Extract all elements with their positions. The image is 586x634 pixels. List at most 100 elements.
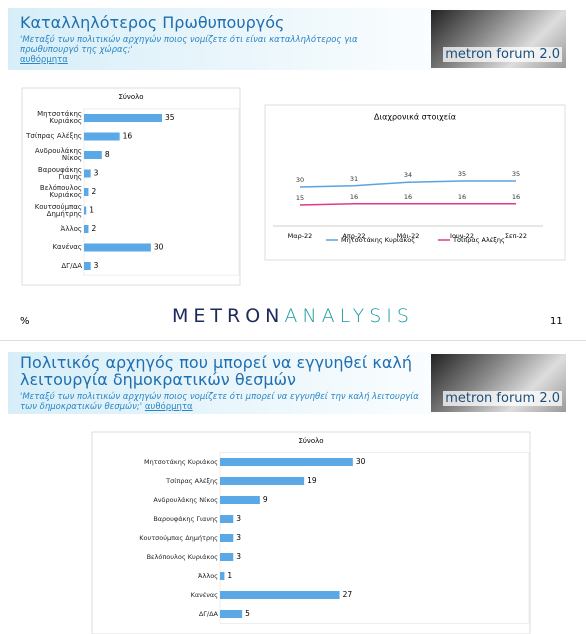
badge: metron forum 2.0 — [431, 10, 566, 68]
value-label: 3 — [236, 533, 241, 542]
bar — [220, 496, 260, 504]
value-label: 3 — [236, 552, 241, 561]
header: Καταλληλότερος Πρωθυπουργός 'Μεταξύ των … — [8, 8, 576, 70]
link[interactable]: αυθόρμητα — [144, 402, 193, 412]
bar — [220, 591, 340, 599]
badge: metron forum 2.0 — [431, 354, 566, 412]
question-text: 'Μεταξύ των πολιτικών αρχηγών ποιος νομί… — [20, 35, 358, 55]
value-label: 2 — [91, 187, 96, 196]
category-label: Τσίπρας Αλέξης — [166, 476, 218, 485]
bar — [84, 114, 162, 122]
bar — [220, 515, 234, 523]
chart-title: Σύνολο — [118, 93, 143, 101]
value-label: 16 — [404, 193, 412, 201]
value-label: 19 — [307, 476, 317, 485]
value-label: 1 — [227, 571, 232, 580]
category-label: Βαρουφάκης Γιανης — [153, 514, 218, 523]
bar — [84, 243, 151, 252]
value-label: 5 — [245, 609, 250, 618]
legend-label: Μητσοτάκης Κυριάκος — [341, 236, 415, 244]
value-label: 30 — [296, 176, 304, 184]
category-text: Βαρουφάκης Γιανης — [37, 165, 82, 181]
category-text: ΔΓ/ΔΑ — [198, 609, 218, 618]
category-text: Τσίπρας Αλέξης — [166, 476, 218, 485]
bar — [220, 610, 243, 618]
category-label: Κουτσούμπας Δημήτρης — [139, 533, 218, 542]
question-text: 'Μεταξύ των πολιτικών αρχηγών ποιος νομί… — [20, 392, 419, 412]
value-label: 35 — [165, 113, 175, 122]
slide-title: Πολιτικός αρχηγός που μπορεί να εγγυηθεί… — [20, 353, 413, 389]
value-label: 35 — [458, 170, 466, 178]
category-label: Βελόπουλος Κυριάκος — [146, 552, 218, 561]
value-label: 2 — [91, 224, 96, 233]
value-label: 16 — [350, 193, 358, 201]
category-label: Μητσοτάκης Κυριάκος — [37, 110, 82, 125]
category-text: Κανένας — [52, 243, 82, 251]
bar — [220, 572, 225, 580]
category-label: Κανένας — [191, 591, 218, 598]
badge-text: metron forum 2.0 — [443, 47, 562, 62]
category-label: Βαρουφάκης Γιανης — [37, 165, 82, 181]
value-label: 15 — [296, 194, 304, 202]
slide-title: Καταλληλότερος Πρωθυπουργός — [20, 13, 285, 32]
x-tick-label: Μαρ-22 — [288, 232, 313, 240]
bar — [220, 477, 305, 485]
bar — [220, 534, 234, 542]
category-text: Βελόπουλος Κυριάκος — [39, 184, 82, 199]
category-text: Βελόπουλος Κυριάκος — [146, 552, 218, 561]
value-label: 16 — [458, 193, 466, 201]
value-label: 27 — [343, 590, 353, 599]
x-tick-label: Σεπ-22 — [505, 232, 527, 240]
unit: % — [20, 316, 30, 327]
logo-1: METRON — [172, 305, 285, 327]
bar — [84, 206, 87, 215]
category-text: Κουτσούμπας Δημήτρης — [139, 533, 218, 542]
category-text: Μητσοτάκης Κυριάκος — [143, 457, 218, 466]
category-text: Ανδρουλάκης Νίκος — [153, 495, 218, 504]
value-label: 16 — [512, 193, 520, 201]
value-label: 30 — [356, 457, 366, 466]
value-label: 1 — [89, 206, 94, 215]
category-label: Άλλος — [198, 571, 218, 580]
category-label: Ανδρουλάκης Νίκος — [153, 495, 218, 504]
badge-text: metron forum 2.0 — [443, 391, 562, 406]
bar — [84, 188, 89, 196]
category-text: Βαρουφάκης Γιανης — [153, 514, 218, 523]
logo-2: ANALYSIS — [284, 305, 414, 327]
x-tick-label: Μάι-22 — [397, 232, 420, 240]
category-label: Βελόπουλος Κυριάκος — [39, 184, 82, 199]
bar — [220, 553, 234, 561]
category-text: Άλλος — [198, 571, 218, 580]
value-label: 8 — [105, 150, 110, 159]
question: 'Μεταξύ των πολιτικών αρχηγών ποιος νομί… — [20, 392, 430, 412]
chart-title: Σύνολο — [298, 437, 323, 445]
category-label: ΔΓ/ΔΑ — [61, 262, 82, 269]
legend-label: Τσίπρας Αλέξης — [452, 236, 505, 244]
bar — [220, 458, 353, 466]
x-tick-label: Ιουν-22 — [450, 232, 474, 240]
bar — [84, 151, 102, 159]
link[interactable]: αυθόρμητα — [20, 55, 68, 65]
logo: METRONANALYSIS — [0, 305, 586, 327]
separator — [0, 340, 586, 341]
category-label: Κουτσούμπας Δημήτρης — [35, 203, 82, 217]
category-label: Μητσοτάκης Κυριάκος — [143, 457, 218, 466]
category-text: Ανδρουλάκης Νίκος — [34, 147, 82, 162]
category-text: Άλλος — [60, 224, 82, 233]
chart-title: Διαχρονικά στοιχεία — [374, 113, 456, 122]
value-label: 3 — [94, 261, 99, 270]
value-label: 3 — [94, 169, 99, 178]
category-label: ΔΓ/ΔΑ — [198, 609, 218, 618]
category-label: Ανδρουλάκης Νίκος — [34, 147, 82, 162]
category-text: Τσίπρας Αλέξης — [26, 132, 82, 140]
value-label: 30 — [154, 243, 164, 252]
question: 'Μεταξύ των πολιτικών αρχηγών ποιος νομί… — [20, 35, 415, 65]
bar — [84, 169, 91, 178]
value-label: 9 — [263, 495, 268, 504]
bar — [84, 225, 89, 233]
category-text: Μητσοτάκης Κυριάκος — [37, 110, 82, 125]
bar — [84, 262, 91, 270]
header: Πολιτικός αρχηγός που μπορεί να εγγυηθεί… — [8, 352, 576, 414]
